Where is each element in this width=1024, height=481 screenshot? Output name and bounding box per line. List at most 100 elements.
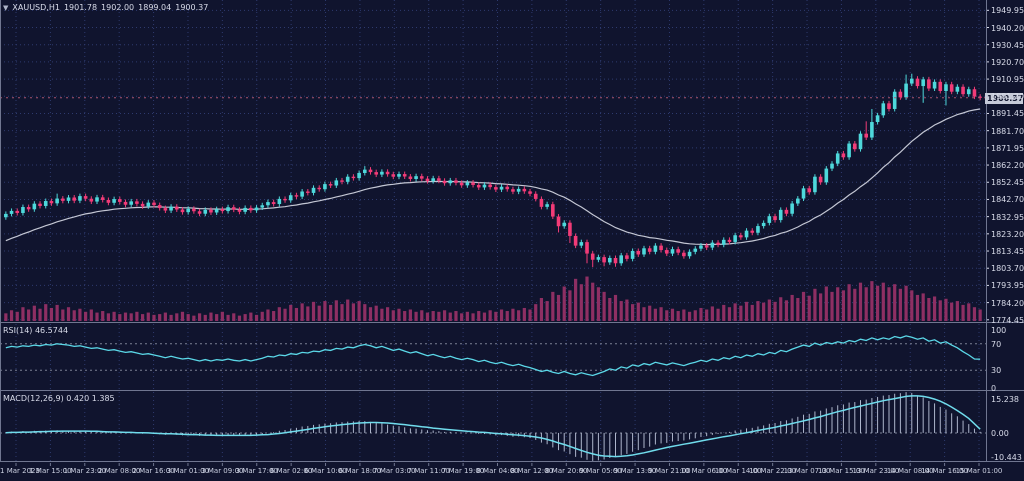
- candle: [288, 195, 293, 201]
- candle: [830, 163, 834, 169]
- candle: [516, 188, 521, 192]
- symbol-dropdown-icon[interactable]: ▼: [3, 4, 9, 12]
- candle: [157, 205, 162, 209]
- ohlc-high: 1902.00: [101, 3, 135, 12]
- price-axis[interactable]: [986, 0, 1024, 481]
- volume-bar: [847, 284, 851, 321]
- volume-bar: [591, 282, 595, 321]
- candle: [340, 180, 344, 182]
- candle: [397, 174, 401, 177]
- volume-bar: [38, 308, 42, 321]
- volume-bar: [779, 297, 783, 321]
- candle: [55, 198, 59, 204]
- price-axis-label: 1881.70: [991, 126, 1024, 136]
- candle: [699, 245, 703, 249]
- volume-bar: [89, 309, 93, 321]
- candle: [972, 89, 977, 97]
- volume-bar: [739, 305, 743, 321]
- candle: [568, 222, 572, 236]
- candle: [949, 84, 954, 92]
- volume-bar: [44, 304, 48, 321]
- volume-bar: [494, 311, 498, 321]
- candle: [659, 245, 663, 251]
- volume-bar: [727, 307, 732, 321]
- volume-bar: [414, 311, 418, 321]
- volume-bar: [408, 309, 412, 321]
- time-axis-label: 13 Mar 07:00: [783, 467, 831, 475]
- candle: [454, 180, 458, 183]
- volume-bar: [169, 314, 173, 321]
- candle: [237, 209, 242, 212]
- volume-bar: [773, 301, 777, 321]
- candle: [721, 239, 726, 245]
- volume-bar: [334, 300, 338, 321]
- candle: [243, 207, 247, 212]
- rsi-pane[interactable]: [0, 324, 986, 390]
- candle: [664, 250, 669, 254]
- candle: [693, 248, 698, 252]
- volume-bar: [477, 311, 481, 321]
- volume-bar: [967, 303, 971, 321]
- volume-bar: [243, 314, 247, 321]
- volume-bar: [921, 293, 925, 321]
- rsi-axis-label: 70: [991, 339, 1002, 349]
- volume-bar: [881, 282, 885, 321]
- volume-bar: [158, 314, 162, 321]
- candle: [431, 178, 435, 182]
- price-chart-pane[interactable]: [0, 0, 986, 322]
- macd-pane[interactable]: [0, 392, 986, 461]
- volume-bar: [112, 311, 116, 321]
- macd-indicator-label: MACD(12,26,9) 0.420 1.385: [3, 394, 115, 403]
- price-axis-label: 1949.95: [991, 6, 1024, 16]
- candle: [687, 251, 692, 257]
- volume-bar: [15, 311, 19, 321]
- volume-bar: [4, 313, 8, 321]
- volume-bar: [27, 309, 31, 321]
- candle: [203, 209, 208, 214]
- price-axis-label: 1823.20: [991, 229, 1024, 239]
- volume-bar: [585, 276, 589, 321]
- volume-bar: [807, 295, 811, 321]
- candle: [904, 83, 908, 98]
- volume-bar: [744, 301, 749, 321]
- volume-bar: [710, 306, 714, 321]
- ohlc-low: 1899.04: [138, 3, 172, 12]
- volume-bar: [66, 307, 71, 321]
- candle: [602, 257, 606, 263]
- volume-bar: [784, 300, 789, 321]
- time-axis-label: 10 Mar 06:00: [680, 467, 728, 475]
- time-axis-label: 2 Mar 08:00: [98, 467, 141, 475]
- price-axis-label: 1784.20: [991, 298, 1024, 308]
- time-axis-label: 6 Mar 18:00: [338, 467, 382, 475]
- candle: [78, 196, 82, 201]
- volume-bar: [813, 288, 817, 321]
- volume-bar: [517, 310, 521, 321]
- candle: [522, 188, 527, 192]
- volume-bar: [619, 301, 623, 321]
- candle: [773, 216, 777, 221]
- candle: [585, 242, 589, 254]
- volume-bar: [72, 310, 76, 321]
- volume-bar: [283, 308, 287, 321]
- moving-average-line: [5, 108, 981, 246]
- volume-bar: [528, 309, 532, 321]
- volume-bar: [363, 304, 367, 321]
- candle: [887, 103, 891, 109]
- volume-bar: [180, 311, 185, 321]
- time-axis-label: 9 Mar 13:00: [613, 467, 657, 475]
- volume-bar: [864, 287, 868, 321]
- candle: [351, 176, 356, 179]
- candle: [118, 199, 122, 202]
- candle: [482, 184, 487, 188]
- macd-axis-label: 0.00: [991, 428, 1009, 438]
- volume-bar: [699, 307, 703, 321]
- ohlc-open: 1901.78: [63, 3, 98, 12]
- volume-bar: [836, 287, 840, 321]
- volume-bar: [215, 314, 219, 321]
- volume-bar: [824, 286, 828, 321]
- candle: [642, 248, 646, 255]
- price-axis-label: 1813.45: [991, 247, 1024, 257]
- candle: [419, 176, 424, 179]
- candle: [129, 201, 133, 205]
